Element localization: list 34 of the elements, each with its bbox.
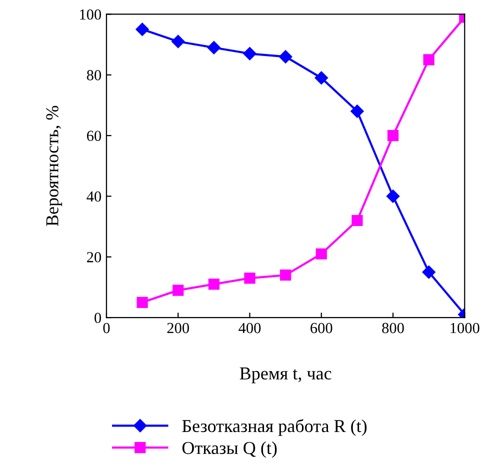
point xyxy=(386,190,400,203)
point xyxy=(280,270,292,281)
point xyxy=(136,296,148,308)
point xyxy=(278,50,292,64)
legend-label: Безотказная работа R (t) xyxy=(182,419,367,436)
point xyxy=(423,54,434,66)
x-tick-label: 0 xyxy=(103,322,110,334)
point xyxy=(314,71,328,85)
point xyxy=(172,34,185,48)
x-tick-label: 400 xyxy=(238,322,261,334)
x-tick-label: 600 xyxy=(310,322,332,334)
y-tick-label: 80 xyxy=(86,70,102,80)
point xyxy=(172,284,184,296)
point xyxy=(243,47,256,60)
point xyxy=(350,104,364,118)
point xyxy=(208,278,220,290)
point xyxy=(352,214,363,226)
point xyxy=(136,22,149,36)
x-tick-label: 800 xyxy=(382,322,404,334)
point xyxy=(316,248,327,260)
y-axis-title: Вероятность, % xyxy=(46,106,62,226)
y-tick-label: 100 xyxy=(80,9,102,20)
x-tick-label: 1000 xyxy=(450,322,480,334)
point xyxy=(387,130,399,142)
point xyxy=(207,41,221,54)
y-tick-label: 20 xyxy=(87,252,102,262)
y-tick-label: 40 xyxy=(86,191,102,202)
x-axis-title: Время t, час xyxy=(240,368,332,384)
point xyxy=(244,272,256,284)
y-tick-label: 60 xyxy=(87,130,102,142)
point xyxy=(422,265,436,279)
y-tick-label: 0 xyxy=(94,312,102,324)
legend-label: Отказы Q (t) xyxy=(182,441,277,458)
x-tick-label: 200 xyxy=(167,322,189,334)
